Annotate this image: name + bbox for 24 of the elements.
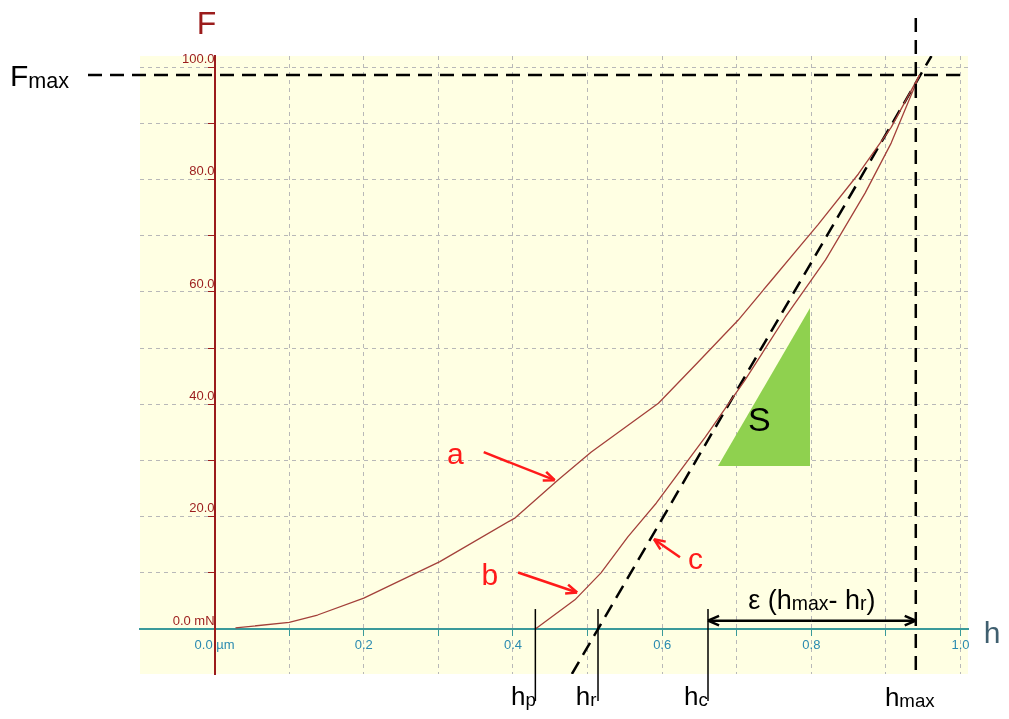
y-tick-label: 60.0 <box>189 275 215 291</box>
text: hc <box>684 681 708 712</box>
x-tick-label: 0.6 <box>653 637 672 653</box>
annotation: a <box>447 437 465 471</box>
y-tick-label: 0.0 mN <box>172 612 215 628</box>
y-tick-label: 100.0 <box>182 50 215 66</box>
x-axis-title: h <box>983 616 1001 650</box>
y-tick-label: 80.0 <box>189 163 215 179</box>
y-tick-label: 20.0 <box>189 500 215 516</box>
x-tick-label: 0.8 <box>802 637 821 653</box>
x-tick-label: 0.2 <box>354 637 373 653</box>
x-tick-label: 0.0 µm <box>194 637 235 653</box>
annotation: hp <box>510 681 536 712</box>
x-tick-label: 0.4 <box>503 637 523 653</box>
annotation: S <box>748 400 771 439</box>
annotation: hr <box>575 681 597 712</box>
ref-line-label: hmax <box>884 682 936 712</box>
ref-line-label: Fmax <box>10 59 70 93</box>
annotation: b <box>481 557 499 591</box>
annotation: c <box>687 542 703 576</box>
x-tick-label: 1.0 <box>951 637 970 653</box>
y-axis-title: F <box>196 5 217 41</box>
y-tick-label: 40.0 <box>189 387 215 403</box>
annotation: ε (hmax- hr) <box>748 584 876 615</box>
